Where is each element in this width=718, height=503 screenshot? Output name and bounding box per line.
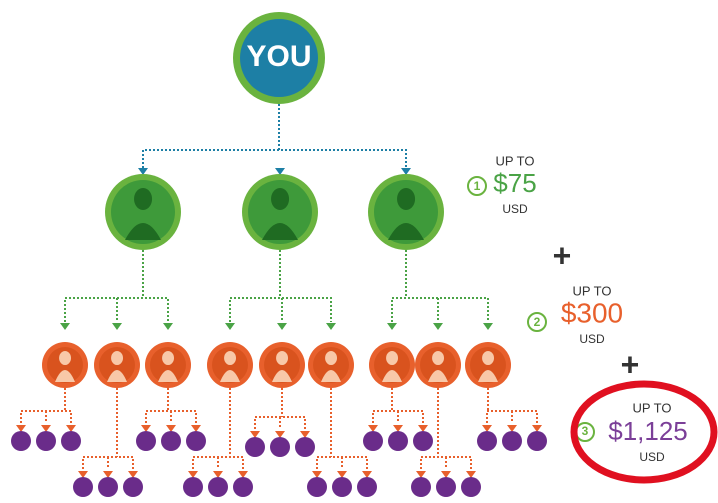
member-dot	[73, 477, 93, 497]
arrow-head	[401, 168, 411, 175]
arrow-head	[483, 323, 493, 330]
arrow-head	[238, 471, 248, 478]
member-dot	[61, 431, 81, 451]
member-dot	[388, 431, 408, 451]
step-number: 2	[534, 315, 541, 329]
arrow-head	[163, 323, 173, 330]
step-number: 3	[582, 424, 589, 438]
arrow-head	[138, 168, 148, 175]
member-dot	[233, 477, 253, 497]
arrow-head	[466, 471, 476, 478]
arrow-head	[387, 323, 397, 330]
member-dot	[36, 431, 56, 451]
arrow-head	[128, 471, 138, 478]
member-dot	[502, 431, 522, 451]
member-dot	[183, 477, 203, 497]
arrow-head	[16, 425, 26, 432]
arrow-head	[441, 471, 451, 478]
arrow-head	[312, 471, 322, 478]
arrow-head	[275, 168, 285, 175]
member-dot	[98, 477, 118, 497]
arrow-head	[326, 323, 336, 330]
arrow-head	[141, 425, 151, 432]
arrow-head	[225, 323, 235, 330]
member-dot	[245, 437, 265, 457]
arrow-head	[277, 323, 287, 330]
plus-sign: +	[621, 346, 640, 382]
payout-amount: $75	[493, 168, 536, 198]
arrow-head	[103, 471, 113, 478]
member-dot	[186, 431, 206, 451]
payout-amount: $300	[561, 297, 623, 328]
step-number: 1	[474, 179, 481, 193]
member-dot	[161, 431, 181, 451]
arrow-head	[275, 431, 285, 438]
payout-prefix: UP TO	[495, 153, 534, 168]
arrow-head	[188, 471, 198, 478]
member-dot	[208, 477, 228, 497]
root-label: YOU	[246, 40, 311, 73]
member-dot	[477, 431, 497, 451]
arrow-head	[213, 471, 223, 478]
connector	[143, 150, 406, 168]
arrow-head	[166, 425, 176, 432]
arrow-head	[368, 425, 378, 432]
arrow-head	[191, 425, 201, 432]
arrow-head	[112, 323, 122, 330]
arrow-head	[300, 431, 310, 438]
payout-prefix: UP TO	[632, 400, 671, 415]
member-dot	[136, 431, 156, 451]
arrow-head	[66, 425, 76, 432]
arrow-head	[250, 431, 260, 438]
member-dot	[436, 477, 456, 497]
arrow-head	[41, 425, 51, 432]
payout-unit: USD	[502, 202, 528, 216]
member-dot	[461, 477, 481, 497]
payout-prefix: UP TO	[572, 283, 611, 298]
member-dot	[411, 477, 431, 497]
arrow-head	[60, 323, 70, 330]
arrow-head	[337, 471, 347, 478]
connector	[392, 298, 488, 322]
payout-unit: USD	[579, 332, 605, 346]
arrow-head	[78, 471, 88, 478]
referral-diagram: YOU 1 UP TO $75 USD + 2 UP TO $300 USD +…	[0, 0, 718, 503]
member-dot	[332, 477, 352, 497]
arrow-head	[418, 425, 428, 432]
arrow-head	[393, 425, 403, 432]
arrow-head	[362, 471, 372, 478]
arrow-head	[532, 425, 542, 432]
member-dot	[307, 477, 327, 497]
member-dot	[363, 431, 383, 451]
member-dot	[123, 477, 143, 497]
member-dot	[270, 437, 290, 457]
arrow-head	[482, 425, 492, 432]
arrow-head	[416, 471, 426, 478]
plus-sign: +	[553, 237, 572, 273]
payout-amount: $1,125	[608, 416, 688, 446]
arrow-head	[433, 323, 443, 330]
arrow-head	[507, 425, 517, 432]
connectors	[16, 104, 542, 478]
member-dot	[413, 431, 433, 451]
member-dot	[357, 477, 377, 497]
nodes	[11, 174, 594, 497]
member-dot	[527, 431, 547, 451]
member-dot	[295, 437, 315, 457]
connector	[230, 298, 331, 322]
member-dot	[11, 431, 31, 451]
payout-unit: USD	[639, 450, 665, 464]
